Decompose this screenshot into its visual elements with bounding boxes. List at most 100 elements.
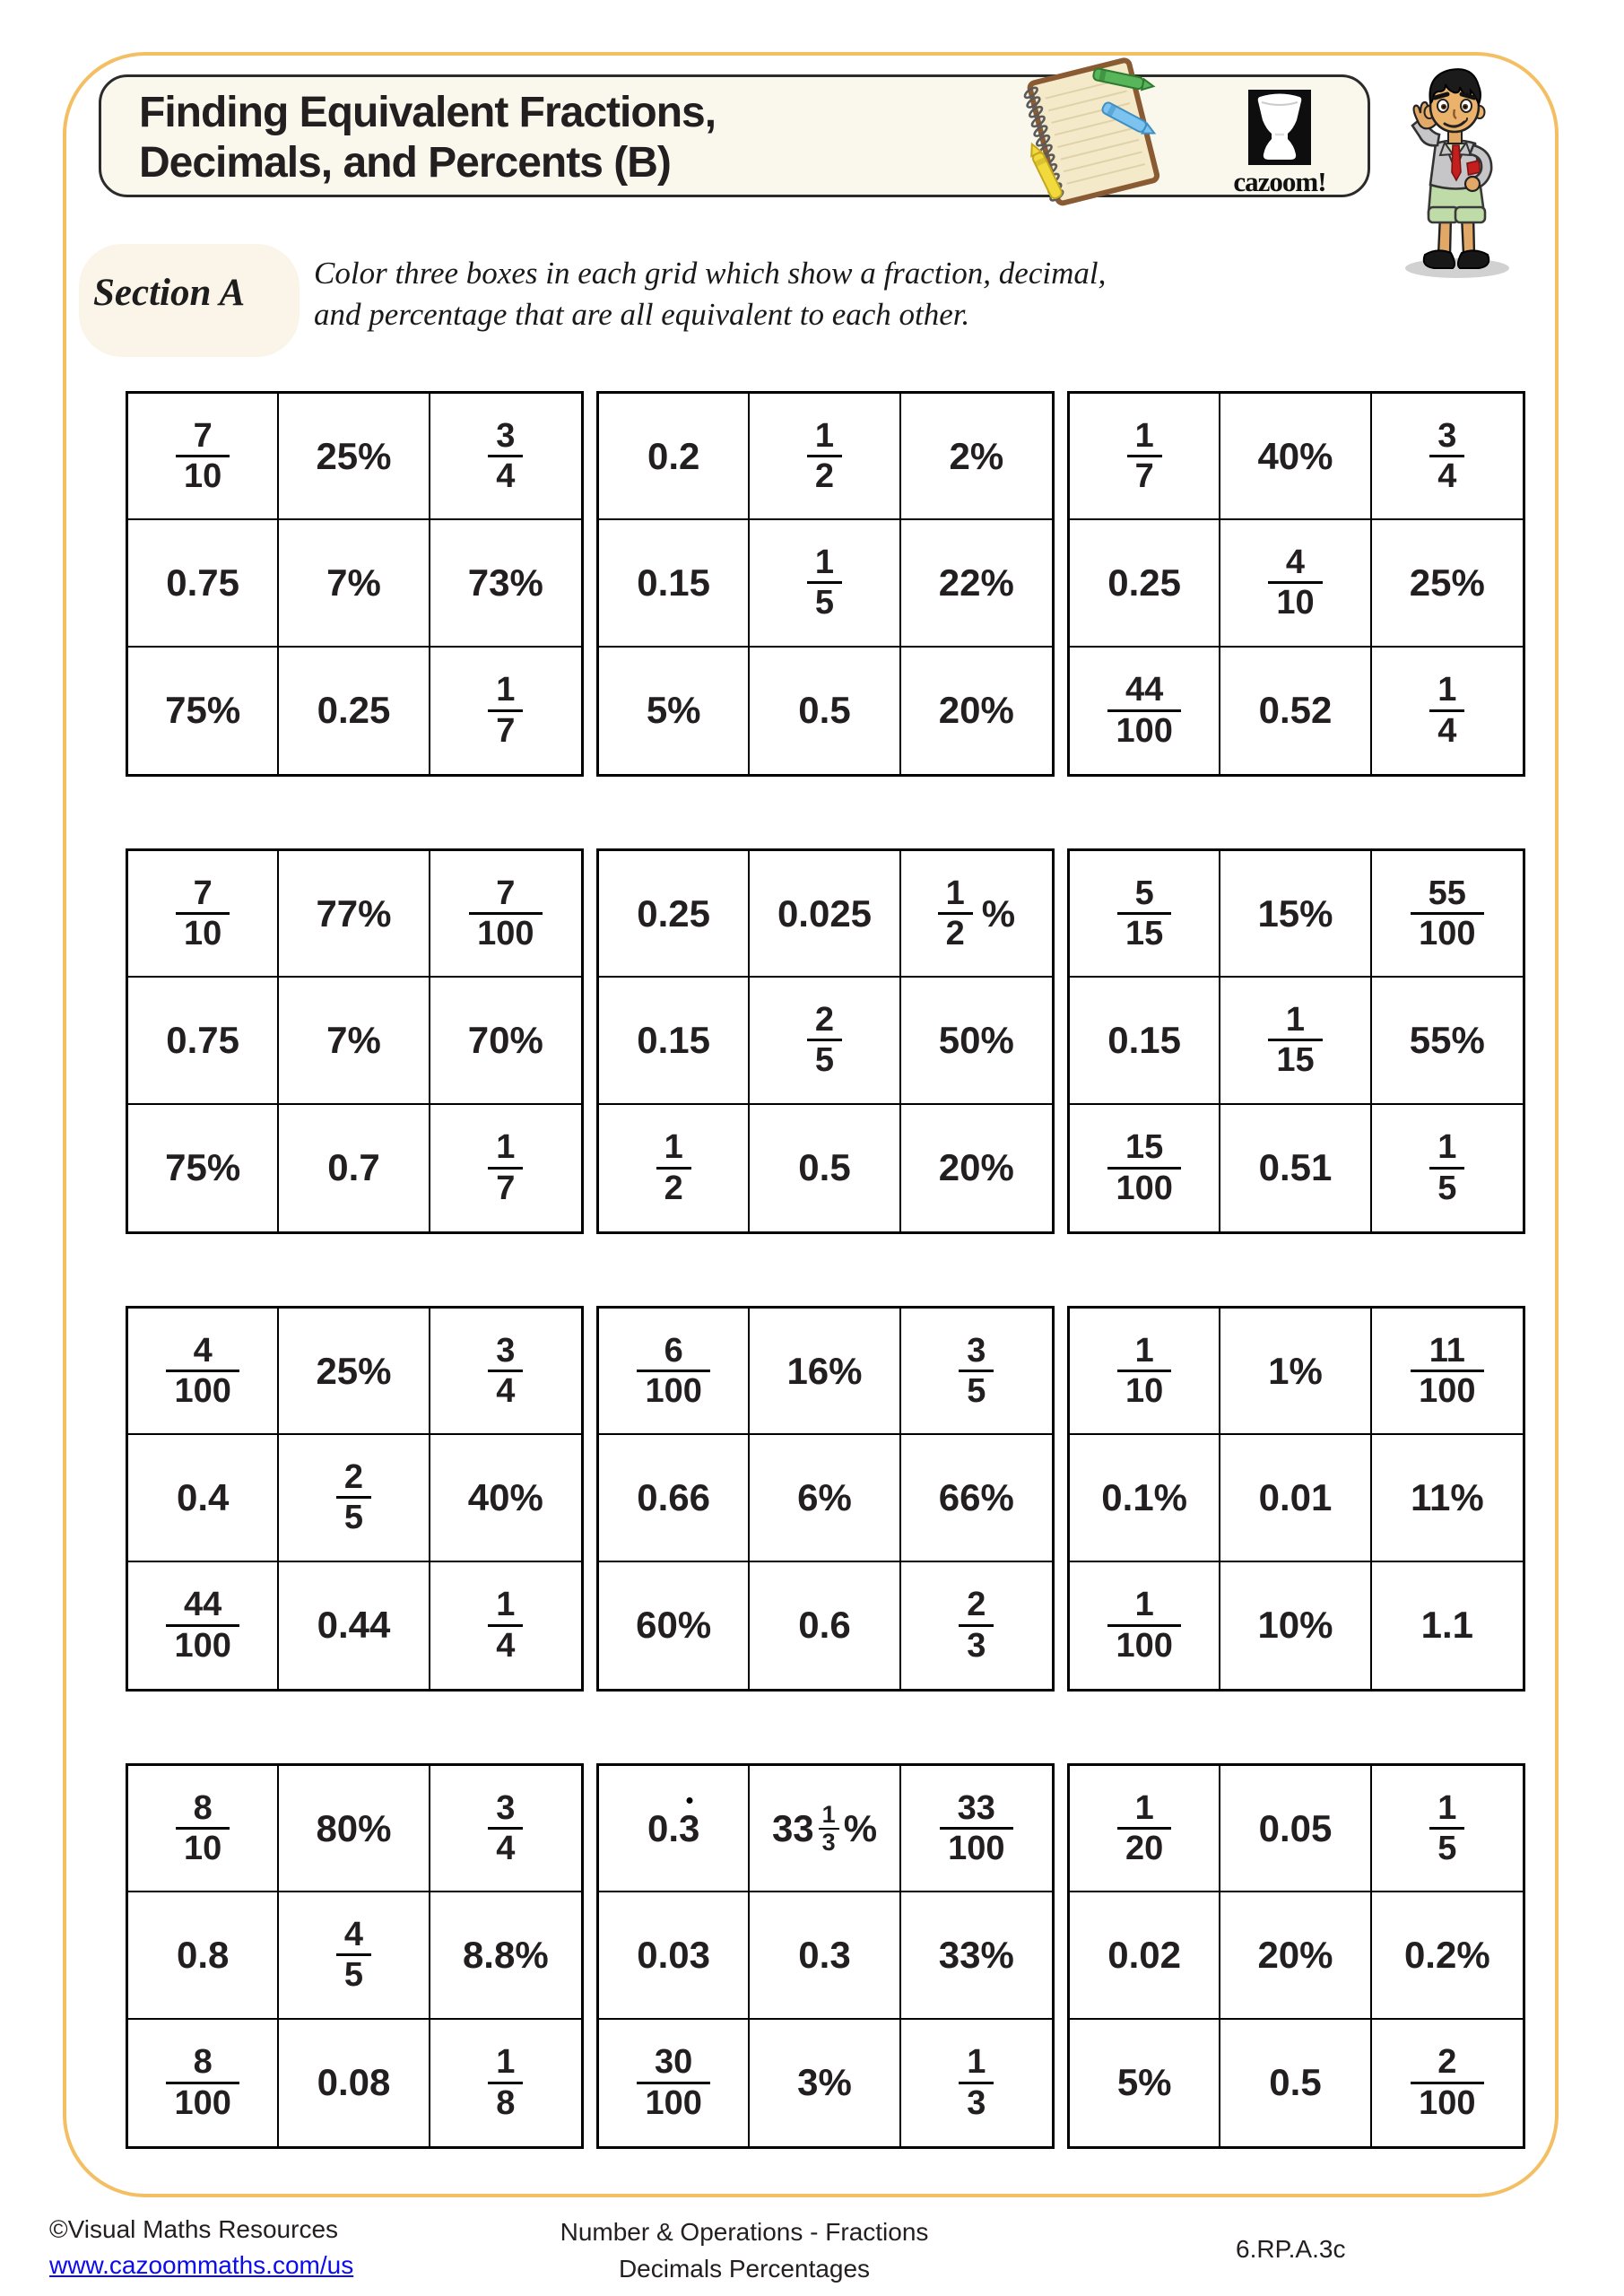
grid-7-cell-r2c3[interactable]: 40% bbox=[430, 1435, 581, 1562]
grid-8-cell-r2c3[interactable]: 66% bbox=[900, 1435, 1052, 1562]
grid-1-cell-r2c1[interactable]: 0.75 bbox=[128, 520, 280, 648]
grid-12-cell-r2c1[interactable]: 0.02 bbox=[1070, 1892, 1221, 2020]
grid-3-cell-r2c3[interactable]: 25% bbox=[1371, 520, 1523, 648]
grid-5-cell-r1c3[interactable]: 1 2% bbox=[900, 851, 1052, 978]
grid-11-cell-r3c2[interactable]: 3% bbox=[750, 2019, 901, 2146]
grid-4-cell-r1c1[interactable]: 7 10 bbox=[128, 851, 280, 978]
grid-2-cell-r2c3[interactable]: 22% bbox=[900, 520, 1052, 648]
grid-12-cell-r2c2[interactable]: 20% bbox=[1220, 1892, 1372, 2020]
grid-7-cell-r1c2[interactable]: 25% bbox=[279, 1309, 430, 1436]
grid-7-cell-r3c1[interactable]: 44 100 bbox=[128, 1561, 280, 1689]
grid-10-cell-r3c1[interactable]: 8 100 bbox=[128, 2019, 280, 2146]
grid-12-cell-r1c2[interactable]: 0.05 bbox=[1220, 1766, 1372, 1893]
grid-12-cell-r2c3[interactable]: 0.2% bbox=[1371, 1892, 1523, 2020]
grid-3-cell-r2c2[interactable]: 4 10 bbox=[1220, 520, 1372, 648]
grid-7-cell-r3c2[interactable]: 0.44 bbox=[279, 1561, 430, 1689]
grid-2-cell-r3c1[interactable]: 5% bbox=[599, 647, 751, 774]
grid-8-cell-r3c2[interactable]: 0.6 bbox=[750, 1561, 901, 1689]
grid-12-cell-r3c2[interactable]: 0.5 bbox=[1220, 2019, 1372, 2146]
grid-8-cell-r1c2[interactable]: 16% bbox=[750, 1309, 901, 1436]
grid-2-cell-r1c3[interactable]: 2% bbox=[900, 394, 1052, 521]
grid-4-cell-r3c2[interactable]: 0.7 bbox=[279, 1104, 430, 1231]
grid-1-cell-r3c1[interactable]: 75% bbox=[128, 647, 280, 774]
grid-1-cell-r1c2[interactable]: 25% bbox=[279, 394, 430, 521]
grid-11-cell-r1c2[interactable]: 33 1 3% bbox=[750, 1766, 901, 1893]
grid-7-cell-r2c1[interactable]: 0.4 bbox=[128, 1435, 280, 1562]
grid-1-cell-r1c1[interactable]: 7 10 bbox=[128, 394, 280, 521]
grid-4-cell-r2c2[interactable]: 7% bbox=[279, 978, 430, 1105]
grid-11-cell-r2c1[interactable]: 0.03 bbox=[599, 1892, 751, 2020]
grid-7-cell-r1c1[interactable]: 4 100 bbox=[128, 1309, 280, 1436]
grid-9-cell-r3c2[interactable]: 10% bbox=[1220, 1561, 1372, 1689]
grid-1-cell-r3c2[interactable]: 0.25 bbox=[279, 647, 430, 774]
grid-11-cell-r1c1[interactable]: 0.3 bbox=[599, 1766, 751, 1893]
grid-3-cell-r3c1[interactable]: 44 100 bbox=[1070, 647, 1221, 774]
grid-2-cell-r3c3[interactable]: 20% bbox=[900, 647, 1052, 774]
grid-6-cell-r2c2[interactable]: 1 15 bbox=[1220, 978, 1372, 1105]
grid-11-cell-r2c3[interactable]: 33% bbox=[900, 1892, 1052, 2020]
grid-9-cell-r2c3[interactable]: 11% bbox=[1371, 1435, 1523, 1562]
grid-9-cell-r2c2[interactable]: 0.01 bbox=[1220, 1435, 1372, 1562]
grid-4-cell-r1c2[interactable]: 77% bbox=[279, 851, 430, 978]
grid-10-cell-r2c1[interactable]: 0.8 bbox=[128, 1892, 280, 2020]
grid-10-cell-r2c3[interactable]: 8.8% bbox=[430, 1892, 581, 2020]
grid-6-cell-r1c2[interactable]: 15% bbox=[1220, 851, 1372, 978]
grid-4-cell-r1c3[interactable]: 7 100 bbox=[430, 851, 581, 978]
grid-6-cell-r2c1[interactable]: 0.15 bbox=[1070, 978, 1221, 1105]
grid-5-cell-r3c2[interactable]: 0.5 bbox=[750, 1104, 901, 1231]
grid-5-cell-r1c2[interactable]: 0.025 bbox=[750, 851, 901, 978]
grid-11-cell-r3c1[interactable]: 30 100 bbox=[599, 2019, 751, 2146]
grid-1-cell-r2c3[interactable]: 73% bbox=[430, 520, 581, 648]
grid-12-cell-r1c1[interactable]: 1 20 bbox=[1070, 1766, 1221, 1893]
grid-6-cell-r3c1[interactable]: 15 100 bbox=[1070, 1104, 1221, 1231]
grid-5-cell-r3c3[interactable]: 20% bbox=[900, 1104, 1052, 1231]
grid-9-cell-r3c1[interactable]: 1 100 bbox=[1070, 1561, 1221, 1689]
grid-11-cell-r2c2[interactable]: 0.3 bbox=[750, 1892, 901, 2020]
grid-10-cell-r1c1[interactable]: 8 10 bbox=[128, 1766, 280, 1893]
grid-6-cell-r1c3[interactable]: 55 100 bbox=[1371, 851, 1523, 978]
grid-9-cell-r3c3[interactable]: 1.1 bbox=[1371, 1561, 1523, 1689]
grid-8-cell-r3c1[interactable]: 60% bbox=[599, 1561, 751, 1689]
grid-2-cell-r1c1[interactable]: 0.2 bbox=[599, 394, 751, 521]
grid-6-cell-r2c3[interactable]: 55% bbox=[1371, 978, 1523, 1105]
grid-9-cell-r2c1[interactable]: 0.1% bbox=[1070, 1435, 1221, 1562]
grid-8-cell-r1c1[interactable]: 6 100 bbox=[599, 1309, 751, 1436]
grid-2-cell-r3c2[interactable]: 0.5 bbox=[750, 647, 901, 774]
grid-3-cell-r1c2[interactable]: 40% bbox=[1220, 394, 1372, 521]
grid-5-cell-r1c1[interactable]: 0.25 bbox=[599, 851, 751, 978]
grid-9-cell-r1c1[interactable]: 1 10 bbox=[1070, 1309, 1221, 1436]
grid-4-cell-r2c3[interactable]: 70% bbox=[430, 978, 581, 1105]
grid-4-cell-r2c1[interactable]: 0.75 bbox=[128, 978, 280, 1105]
grid-6-cell-r1c1[interactable]: 5 15 bbox=[1070, 851, 1221, 978]
grid-11-cell-r1c3[interactable]: 33 100 bbox=[900, 1766, 1052, 1893]
grid-6-cell-r3c2[interactable]: 0.51 bbox=[1220, 1104, 1372, 1231]
grid-9-cell-r1c3[interactable]: 11 100 bbox=[1371, 1309, 1523, 1436]
grid-1-cell-r2c2[interactable]: 7% bbox=[279, 520, 430, 648]
grid-5-cell-r2c1[interactable]: 0.15 bbox=[599, 978, 751, 1105]
grid-10-cell-r3c2[interactable]: 0.08 bbox=[279, 2019, 430, 2146]
grid-8-cell-r2c1[interactable]: 0.66 bbox=[599, 1435, 751, 1562]
grid-2-cell-r2c1[interactable]: 0.15 bbox=[599, 520, 751, 648]
grid-3-cell-r3c2[interactable]: 0.52 bbox=[1220, 647, 1372, 774]
footer-website-link[interactable]: www.cazoommaths.com/us bbox=[49, 2251, 354, 2279]
